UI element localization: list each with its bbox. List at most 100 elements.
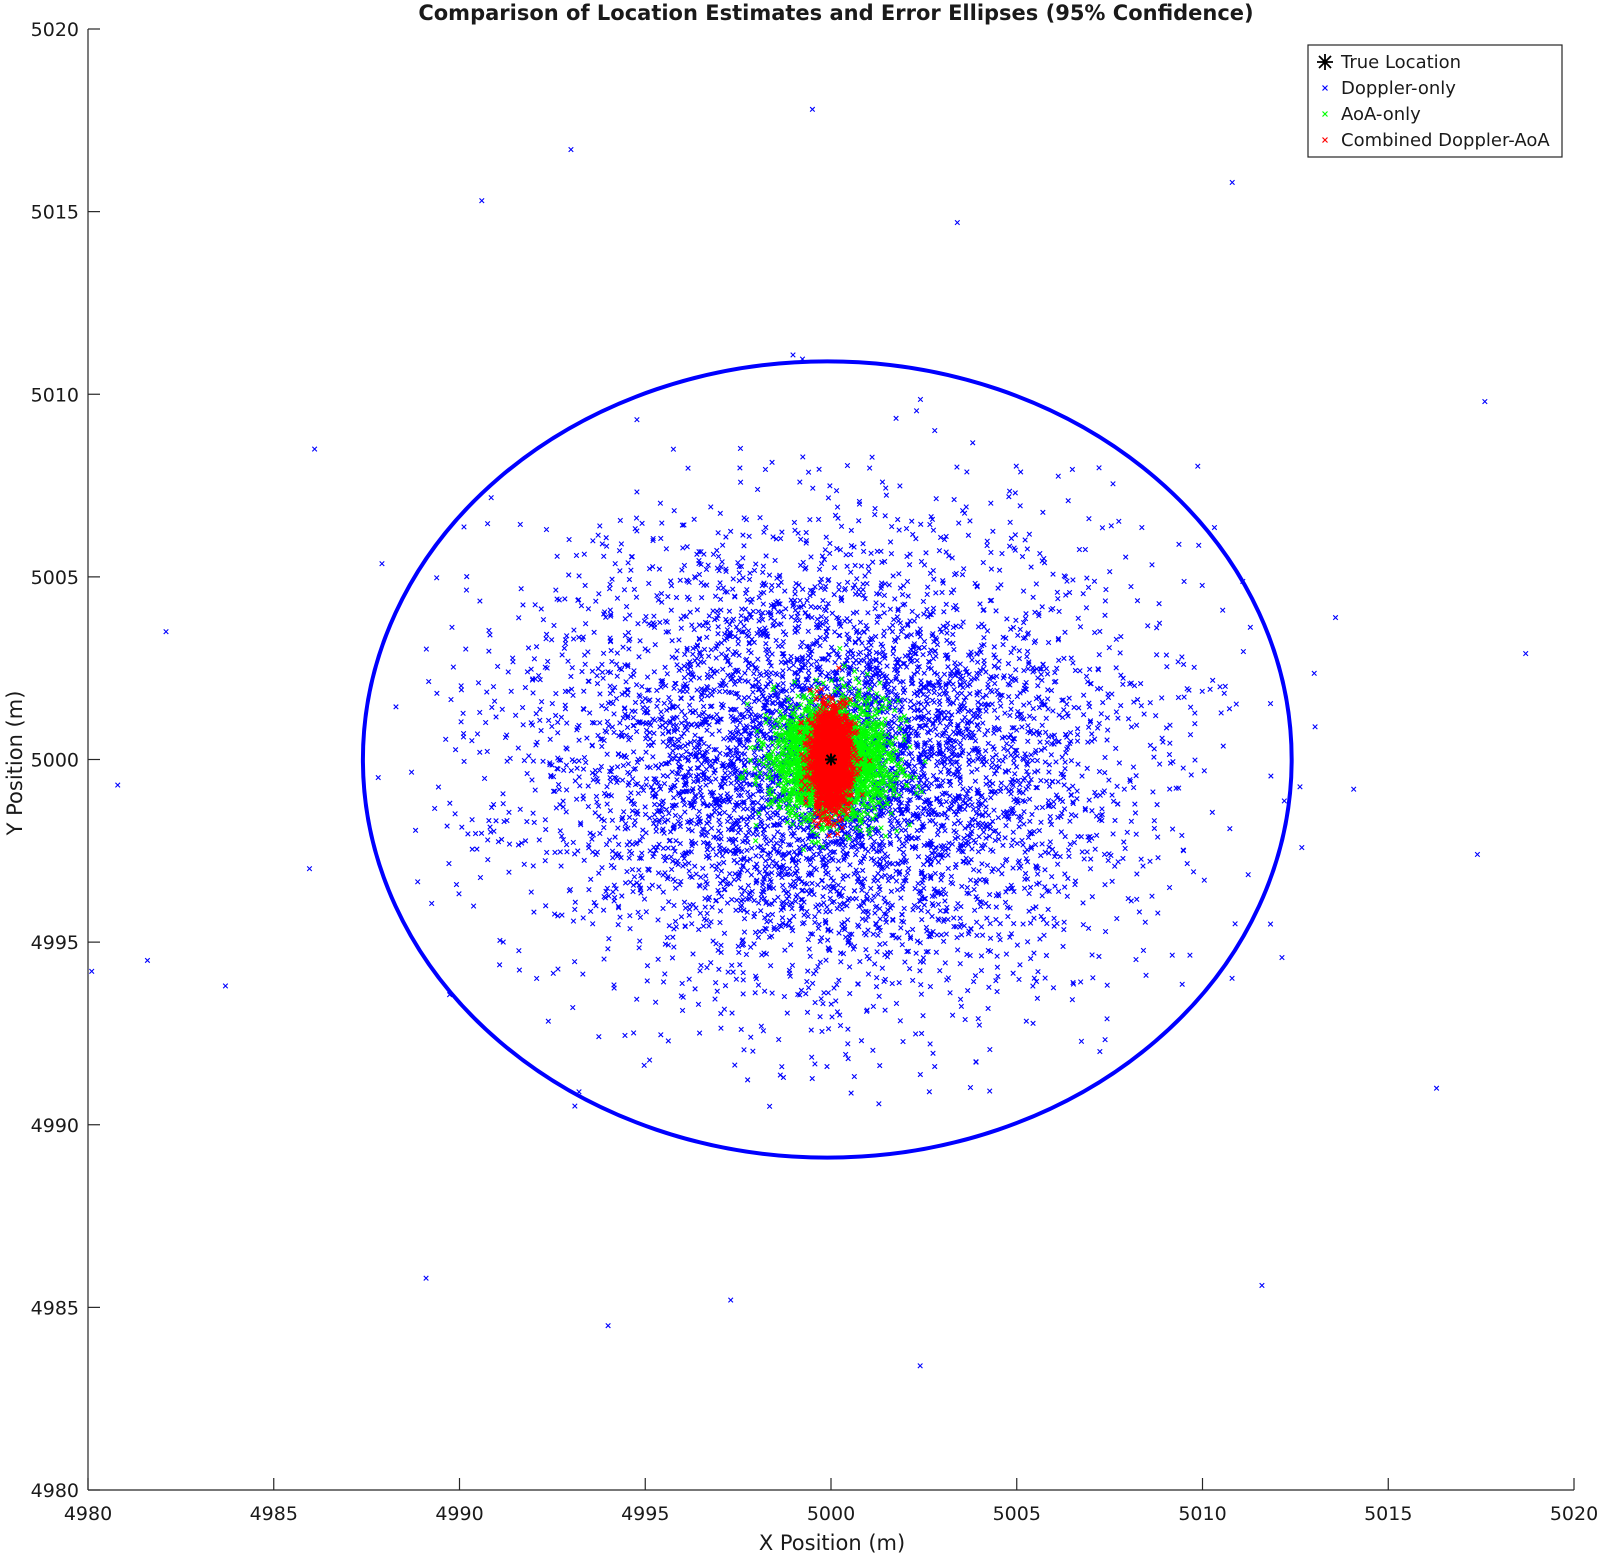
data-point xyxy=(490,684,497,690)
data-point xyxy=(674,703,681,710)
data-point xyxy=(944,620,951,626)
data-point xyxy=(548,637,555,643)
data-point xyxy=(1065,847,1072,853)
data-point xyxy=(894,614,900,620)
data-point xyxy=(556,786,562,793)
data-point xyxy=(1062,765,1068,772)
data-point xyxy=(682,725,688,731)
data-point xyxy=(1050,708,1056,714)
data-point xyxy=(660,905,666,912)
data-point xyxy=(906,562,913,568)
data-point xyxy=(1072,878,1079,884)
data-point xyxy=(522,684,529,691)
data-point xyxy=(545,717,552,724)
data-point xyxy=(800,559,806,566)
data-point xyxy=(1002,835,1008,841)
data-point xyxy=(542,903,549,909)
data-point xyxy=(593,793,600,800)
data-point xyxy=(1030,665,1036,671)
data-point xyxy=(836,581,842,588)
data-point xyxy=(718,1010,724,1017)
data-point xyxy=(824,904,830,910)
data-point xyxy=(629,866,636,873)
data-point xyxy=(740,532,746,538)
data-point xyxy=(1192,720,1198,727)
data-point xyxy=(518,840,525,846)
data-point xyxy=(775,582,782,589)
data-point xyxy=(611,711,617,717)
data-point xyxy=(986,891,993,898)
data-point xyxy=(656,884,662,890)
data-point xyxy=(728,780,734,786)
data-point xyxy=(960,619,966,625)
data-point xyxy=(708,647,714,653)
data-point xyxy=(540,758,546,764)
data-point xyxy=(453,881,460,888)
data-point xyxy=(1042,867,1048,873)
data-point xyxy=(1128,818,1135,825)
data-point xyxy=(740,897,746,903)
data-point xyxy=(1011,545,1017,551)
data-point xyxy=(801,920,807,926)
data-point xyxy=(1067,818,1073,824)
data-point xyxy=(878,833,884,839)
data-point xyxy=(696,1030,703,1036)
data-point xyxy=(784,1010,790,1016)
data-point xyxy=(662,664,668,671)
data-point xyxy=(611,729,617,736)
data-point xyxy=(869,454,875,460)
data-point xyxy=(549,700,555,707)
data-point xyxy=(883,492,890,498)
data-point xyxy=(549,723,555,730)
data-point xyxy=(1080,922,1087,928)
data-point xyxy=(643,782,649,788)
data-point xyxy=(1067,729,1074,736)
data-point xyxy=(704,675,711,681)
data-point xyxy=(901,660,908,667)
data-point xyxy=(1013,463,1019,469)
data-point xyxy=(712,996,718,1002)
data-point xyxy=(818,996,824,1002)
data-point xyxy=(1024,939,1031,945)
data-point xyxy=(682,905,689,911)
data-point xyxy=(927,1041,933,1047)
data-point xyxy=(1030,594,1036,600)
data-point xyxy=(1039,604,1045,610)
data-point xyxy=(767,962,774,969)
data-point xyxy=(865,913,871,919)
data-point xyxy=(969,822,976,829)
data-point xyxy=(779,874,785,881)
data-point xyxy=(543,526,550,533)
data-point xyxy=(894,516,901,523)
data-point xyxy=(642,646,648,652)
data-point xyxy=(1115,715,1121,721)
data-point xyxy=(881,628,887,634)
data-point xyxy=(604,801,610,807)
data-point xyxy=(938,769,944,775)
data-point xyxy=(1166,751,1173,758)
data-point xyxy=(748,650,754,656)
data-point xyxy=(1134,871,1140,877)
data-point xyxy=(1045,734,1052,740)
data-point xyxy=(764,919,770,925)
data-point xyxy=(619,893,625,899)
data-point xyxy=(717,810,723,816)
data-point xyxy=(520,722,526,728)
data-point xyxy=(913,536,919,542)
data-point xyxy=(815,925,822,931)
data-point xyxy=(1176,541,1182,547)
data-point xyxy=(1192,757,1198,763)
data-point xyxy=(944,630,950,636)
data-point xyxy=(799,586,806,592)
data-point xyxy=(1181,578,1187,585)
data-point xyxy=(977,601,983,607)
data-point xyxy=(429,900,435,907)
data-point xyxy=(693,871,699,877)
data-point xyxy=(871,961,878,967)
data-point xyxy=(977,903,984,910)
data-point xyxy=(934,932,940,938)
data-point xyxy=(585,803,592,810)
data-point xyxy=(760,569,766,576)
data-point xyxy=(643,727,650,734)
data-point xyxy=(684,594,691,600)
